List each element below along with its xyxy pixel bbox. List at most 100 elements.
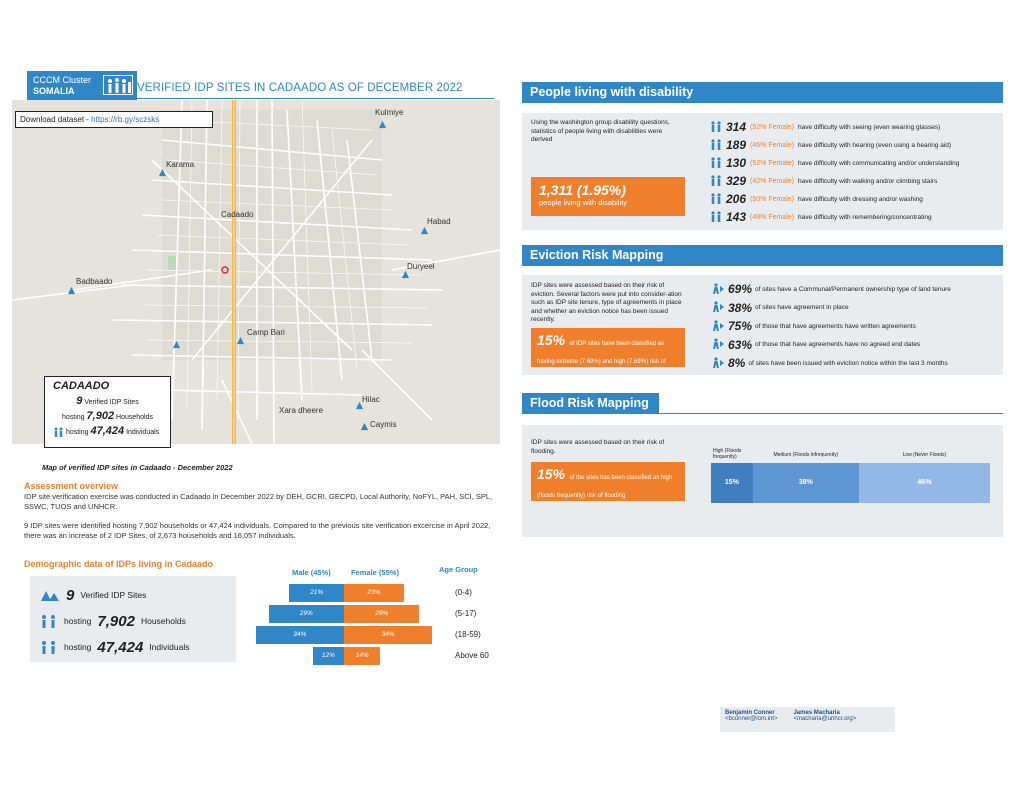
demographic-title: Demographic data of IDPs living in Cadaa… [24,559,214,569]
flood-highlight-text: of the sites has been classified as high… [537,475,673,499]
person-icon [710,120,722,134]
disability-count: 189 [726,138,747,152]
place-camp-bari: Camp Bari [247,328,285,337]
person-icon [710,156,722,170]
disability-count: 206 [726,192,747,206]
disability-description: have difficulty with walking and/or clim… [798,177,938,185]
pyramid-female-header: Female (55%) [351,568,399,577]
place-caymis: Caymis [370,420,397,429]
pyramid-age-label: Above 60 [455,651,489,660]
eviction-description: of sites have agreement in place [755,304,849,311]
disability-section-title: People living with disability [522,82,1003,103]
pyramid-bar-male: 12% [312,647,344,665]
title-divider [137,98,494,99]
eviction-description: of those that have agreements have no ag… [755,341,921,348]
assessment-paragraph-1: IDP site verification exercise was condu… [24,492,493,511]
download-link[interactable]: https://rb.gy/sczsks [91,115,160,124]
eviction-row: 63% of those that have agreements have no… [712,338,920,352]
flood-segment-label: Medium (Floods infrequently) [773,452,839,458]
person-icon [710,192,722,206]
eviction-highlight-num: 15% [537,332,566,348]
disability-row: 329 (42% Female) have difficulty with walk… [710,174,937,188]
idp-site-marker-icon[interactable] [236,336,245,345]
disability-count: 143 [726,210,747,224]
pyramid-male-header: Male (45%) [292,568,331,577]
eviction-description: of those that have agreements have writt… [755,322,916,330]
idp-site-marker-icon[interactable] [401,270,410,279]
contacts-box: Benjamin Conner <bconner@iom.int> James … [720,707,895,732]
cadaado-sites-row: 9 Verified IDP Sites [76,395,139,407]
idp-site-marker-icon[interactable] [172,340,181,349]
idp-site-marker-icon[interactable] [67,286,76,295]
eviction-percent: 69% [728,282,753,296]
demographic-summary-box: 9 Verified IDP Sites hosting 7,902 House… [30,576,236,662]
logo-line2: SOMALIA [33,86,75,96]
logo-line1: CCCM Cluster [33,75,92,85]
eviction-row: 38% of sites have agreement in place [712,301,849,315]
place-kulmiye: Kulmiye [375,108,404,117]
eviction-description: of sites have a Communal/Permanent owner… [755,285,951,293]
idp-site-marker-icon[interactable] [378,120,387,129]
eviction-intro: IDP sites were assessed based on their r… [531,282,682,323]
tents-icon [41,591,59,601]
flood-segment-label: High (Floods frequently) [713,448,742,460]
flood-segment: 38% [752,463,859,503]
contact-1: Benjamin Conner <bconner@iom.int> [725,710,778,722]
demo-households-row: hosting 7,902 Households [40,608,226,634]
pyramid-bar-female: 14% [344,647,381,665]
cadaado-households-row: hosting 7,902 Households [62,410,153,422]
disability-row: 206 (50% Female) have difficulty with dres… [710,192,923,206]
place-badbaado: Badbaado [76,277,113,286]
idp-site-marker-icon[interactable] [420,226,429,235]
disability-female-share: (46% Female) [750,141,794,149]
eviction-highlight-box: 15% of IDP sites have been classified as… [531,328,685,383]
disability-total: 1,311 (1.95%) [539,182,626,198]
disability-count: 329 [726,174,747,188]
idp-site-marker-icon[interactable] [360,422,369,431]
pyramid-bar-female: 23% [344,584,404,602]
cadaado-summary-title: CADAADO [53,380,110,392]
place-habad: Habad [427,217,451,226]
disability-description: have difficulty with dressing and/or was… [798,195,923,203]
cccm-logo: CCCM Cluster SOMALIA [27,71,137,102]
contact-2: James Macharia <macharia@unhcr.org> [793,710,857,722]
idp-site-marker-icon[interactable] [355,401,364,410]
flood-section-title: Flood Risk Mapping [522,393,659,414]
place-cadaado: Cadaado [221,210,254,219]
eviction-row: 8% of sites have been issued with evictio… [712,356,948,370]
disability-female-share: (52% Female) [750,123,794,131]
flood-segment-label: Low (Never Floods) [902,452,947,458]
people-logo-icon [103,75,133,95]
disability-total-box: 1,311 (1.95%) people living with disabil… [531,177,685,216]
eviction-percent: 63% [728,337,753,352]
eviction-percent: 75% [728,319,753,333]
assessment-paragraph-2: 9 IDP sites were identified hosting 7,90… [24,521,491,540]
disability-total-label: people living with disability [539,198,627,207]
disability-count: 130 [726,156,747,170]
person-icon [710,174,722,188]
eviction-row: 75% of those that have agreements have wr… [712,319,916,333]
disability-female-share: (50% Female) [750,195,794,203]
page-title: VERIFIED IDP SITES IN CADAADO AS OF DECE… [137,82,463,94]
disability-row: 130 (52% Female) have difficulty with comm… [710,156,959,170]
eviction-description: of sites have been issued with eviction … [748,359,948,367]
eviction-person-icon [712,282,725,296]
cadaado-individuals-row: hosting 47,424 Individuals [53,425,162,438]
person-icon [710,138,722,152]
family-icon [42,615,55,628]
flood-highlight-num: 15% [537,466,566,482]
disability-female-share: (42% Female) [750,177,794,185]
pyramid-bar-male: 34% [255,626,344,644]
disability-description: have difficulty with remembering/concent… [798,213,932,221]
pyramid-age-label: (18-59) [455,630,481,639]
pyramid-bar-male: 21% [289,584,344,602]
demo-sites-row: 9 Verified IDP Sites [40,582,226,608]
eviction-person-icon [712,319,725,333]
pyramid-bar-male: 29% [268,605,344,623]
idp-site-marker-icon[interactable] [158,168,167,177]
eviction-percent: 8% [728,356,746,370]
pyramid-age-header: Age Group [439,565,478,574]
disability-description: have difficulty with communicating and/o… [798,159,960,167]
place-karama: Karama [166,160,195,169]
disability-female-share: (48% Female) [750,213,794,221]
